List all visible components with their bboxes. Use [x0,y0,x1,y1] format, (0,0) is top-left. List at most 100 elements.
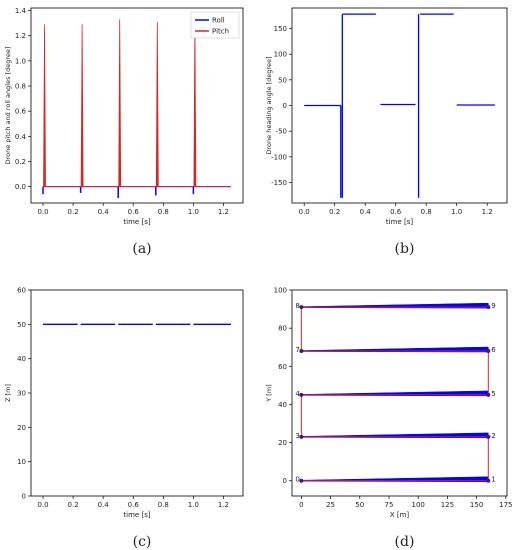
x-tick-label: 100 [412,501,425,509]
waypoint-marker [486,478,491,483]
panel-caption: (c) [133,534,152,550]
x-tick-label: 125 [441,501,454,509]
waypoint-marker [299,349,304,354]
y-tick-label: 150 [274,25,287,33]
panel-a: 0.0 0.2 0.4 0.6 0.8 1.0 1.2 0.0 0.2 0.4 0.6 0.8 1.0 1… [4,7,244,257]
x-tick-label: 1.2 [482,208,493,216]
y-tick-label: -150 [271,179,287,187]
y-tick-label: 1.2 [15,32,26,40]
panel-b: 0.0 0.2 0.4 0.6 0.8 1.0 1.2 -150 -100 -50 0 50 100 15… [265,7,508,257]
panel-c: 0.0 0.2 0.4 0.6 0.8 1.0 1.2 0 10 20 30 40 50 60 time [… [4,287,244,550]
waypoint-marker [486,434,491,439]
legend-label: Roll [212,17,225,25]
x-tick-label: 1.0 [188,501,199,509]
y-tick-label: 100 [274,51,287,59]
waypoint-marker [299,392,304,397]
x-tick-label: 0.2 [68,208,79,216]
y-axis-label: Drone heading angle [degree] [265,57,273,155]
y-tick-label: 20 [278,439,287,447]
waypoint-label: 3 [295,432,299,440]
plot-frame [291,289,508,497]
x-tick-label: 75 [385,501,394,509]
y-tick-label: 0.6 [15,108,27,116]
waypoint-marker [299,305,304,310]
y-tick-label: 30 [17,390,26,398]
y-tick-label: 20 [17,424,26,432]
x-tick-label: 0.8 [158,208,169,216]
waypoint-label: 6 [491,346,496,354]
y-tick-label: 0 [22,493,26,501]
waypoint-marker [299,478,304,483]
waypoint-label: 7 [295,346,299,354]
y-tick-label: 1.4 [15,7,27,15]
x-tick-label: 175 [499,501,512,509]
pitch-spike [193,20,197,187]
pitch-spike [80,24,84,187]
y-tick-label: -100 [271,153,287,161]
x-tick-label: 1.2 [218,208,229,216]
x-axis-label: time [s] [123,218,150,226]
x-axis-label: time [s] [386,218,413,226]
waypoint-label: 9 [491,302,495,310]
y-tick-label: 60 [278,363,287,371]
waypoint-label: 2 [491,432,495,440]
y-tick-label: 0.2 [15,158,26,166]
panel-caption: (a) [132,241,151,257]
x-tick-label: 0.6 [390,208,402,216]
legend-label: Pitch [212,28,229,36]
y-tick-label: 40 [278,401,287,409]
y-tick-label: 0 [283,102,287,110]
plot-frame [30,7,244,204]
y-tick-label: 50 [17,321,26,329]
panel-caption: (b) [395,241,415,257]
panel-caption: (d) [395,534,415,550]
x-tick-label: 0.0 [37,501,48,509]
y-tick-label: 0.4 [15,133,27,141]
y-axis-label: Z [m] [4,384,12,402]
pitch-spike [43,24,46,187]
waypoint-label: 8 [295,302,299,310]
waypoint-marker [486,305,491,310]
legend-box [190,11,240,39]
x-tick-label: 1.2 [218,501,229,509]
x-tick-label: 0.0 [299,208,310,216]
y-axis-label: Y [m] [265,384,273,402]
x-tick-label: 0.0 [37,208,48,216]
x-tick-label: 0.6 [128,501,140,509]
x-tick-label: 1.0 [451,208,462,216]
x-tick-label: 0.8 [421,208,432,216]
x-tick-label: 150 [470,501,483,509]
x-tick-label: 0.4 [98,208,110,216]
y-tick-label: 10 [17,458,26,466]
waypoint-label: 4 [295,390,300,398]
y-tick-label: -50 [276,128,287,136]
y-tick-label: 1.0 [15,57,26,65]
planned-path [300,306,489,482]
y-tick-label: 0 [283,477,287,485]
x-tick-label: 50 [355,501,364,509]
x-tick-label: 0.2 [68,501,79,509]
y-tick-label: 40 [17,355,26,363]
plot-frame [30,289,244,497]
x-tick-label: 0.4 [98,501,110,509]
waypoint-label: 1 [491,476,495,484]
x-tick-label: 0.8 [158,501,169,509]
y-tick-label: 0.8 [15,83,26,91]
y-axis-label: Drone pitch and roll angles [degree] [4,47,12,165]
y-tick-label: 80 [278,325,287,333]
x-tick-label: 0.4 [360,208,372,216]
legend: Roll Pitch [190,11,240,39]
y-tick-label: 60 [17,287,26,295]
waypoint-label: 5 [491,390,495,398]
x-tick-label: 0 [299,501,303,509]
pitch-spike [155,21,159,187]
waypoint-marker [486,349,491,354]
y-tick-label: 50 [278,76,287,84]
x-tick-label: 1.0 [188,208,199,216]
waypoint-marker [486,392,491,397]
waypoint-label: 0 [295,476,299,484]
x-tick-label: 0.6 [128,208,140,216]
waypoint-marker [299,434,304,439]
